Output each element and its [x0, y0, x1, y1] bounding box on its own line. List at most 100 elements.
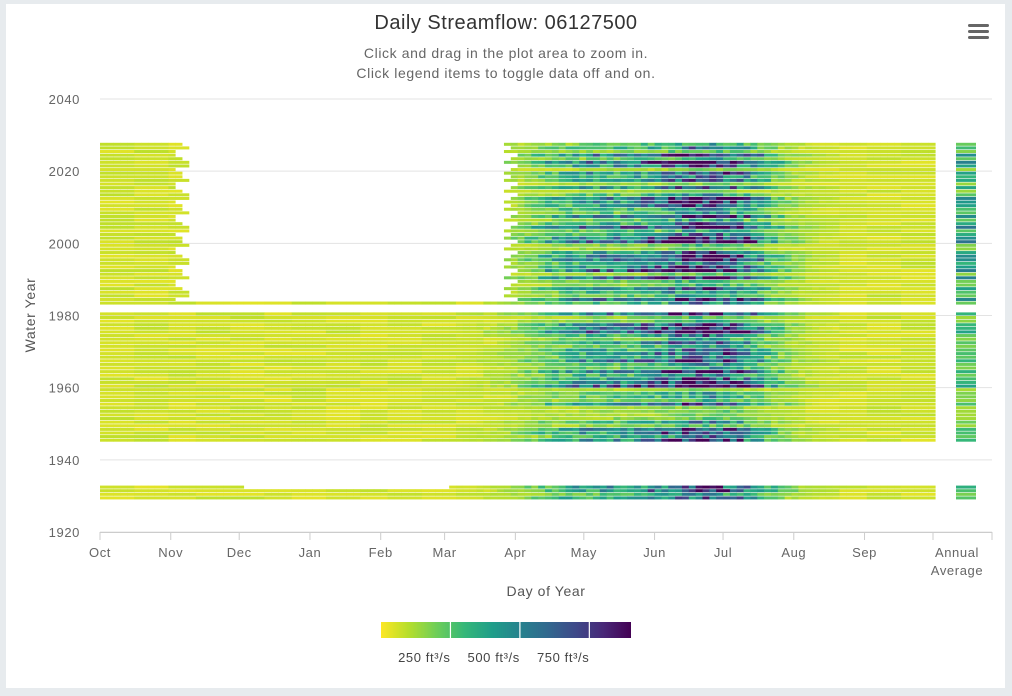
heatmap-cell[interactable]	[490, 391, 498, 395]
heatmap-cell[interactable]	[236, 373, 245, 377]
heatmap-cell[interactable]	[668, 409, 676, 413]
heatmap-cell[interactable]	[750, 435, 758, 439]
heatmap-cell[interactable]	[442, 398, 450, 402]
heatmap-cell[interactable]	[298, 406, 306, 410]
heatmap-cell[interactable]	[230, 424, 238, 428]
heatmap-cell[interactable]	[551, 344, 560, 348]
heatmap-cell[interactable]	[367, 334, 375, 338]
heatmap-cell[interactable]	[729, 337, 738, 341]
heatmap-cell[interactable]	[627, 431, 635, 435]
heatmap-cell[interactable]	[558, 312, 566, 316]
heatmap-cell[interactable]	[723, 344, 731, 348]
heatmap-cell[interactable]	[716, 489, 724, 493]
heatmap-cell[interactable]	[449, 355, 457, 359]
heatmap-cell[interactable]	[839, 348, 847, 352]
heatmap-cell[interactable]	[565, 388, 573, 392]
heatmap-cell[interactable]	[319, 413, 327, 417]
heatmap-cell[interactable]	[298, 424, 306, 428]
heatmap-cell[interactable]	[894, 398, 902, 402]
heatmap-cell[interactable]	[421, 496, 429, 500]
heatmap-cell[interactable]	[182, 406, 190, 410]
heatmap-cell[interactable]	[449, 438, 457, 442]
heatmap-cell[interactable]	[846, 326, 854, 330]
heatmap-cell[interactable]	[907, 413, 916, 417]
heatmap-cell[interactable]	[647, 323, 655, 327]
heatmap-cell[interactable]	[805, 373, 813, 377]
heatmap-cell[interactable]	[901, 496, 909, 500]
heatmap-cell[interactable]	[250, 359, 258, 363]
heatmap-cell[interactable]	[736, 348, 744, 352]
heatmap-cell[interactable]	[681, 398, 690, 402]
heatmap-cell[interactable]	[312, 301, 320, 305]
heatmap-cell[interactable]	[620, 319, 628, 323]
heatmap-cell[interactable]	[729, 344, 738, 348]
heatmap-cell[interactable]	[373, 348, 382, 352]
heatmap-cell[interactable]	[291, 402, 299, 406]
heatmap-cell[interactable]	[757, 380, 765, 384]
heatmap-cell[interactable]	[325, 344, 334, 348]
heatmap-cell[interactable]	[798, 388, 806, 392]
heatmap-cell[interactable]	[928, 406, 936, 410]
heatmap-cell[interactable]	[517, 388, 525, 392]
heatmap-cell[interactable]	[435, 326, 443, 330]
heatmap-cell[interactable]	[907, 362, 916, 366]
heatmap-cell[interactable]	[380, 431, 388, 435]
heatmap-cell[interactable]	[435, 435, 443, 439]
heatmap-cell[interactable]	[770, 380, 779, 384]
heatmap-cell[interactable]	[613, 362, 621, 366]
heatmap-cell[interactable]	[168, 420, 176, 424]
heatmap-cell[interactable]	[538, 330, 546, 334]
heatmap-cell[interactable]	[483, 380, 491, 384]
heatmap-cell[interactable]	[497, 370, 505, 374]
heatmap-cell[interactable]	[408, 319, 416, 323]
heatmap-cell[interactable]	[661, 377, 669, 381]
heatmap-cell[interactable]	[832, 319, 840, 323]
heatmap-cell[interactable]	[154, 417, 162, 421]
heatmap-cell[interactable]	[360, 366, 368, 370]
heatmap-cell[interactable]	[859, 413, 868, 417]
heatmap-cell[interactable]	[476, 496, 484, 500]
heatmap-cell[interactable]	[373, 312, 382, 316]
heatmap-cell[interactable]	[278, 316, 286, 320]
heatmap-cell[interactable]	[106, 348, 114, 352]
heatmap-cell[interactable]	[805, 431, 813, 435]
heatmap-cell[interactable]	[271, 323, 279, 327]
heatmap-cell[interactable]	[592, 438, 601, 442]
heatmap-cell[interactable]	[113, 370, 121, 374]
heatmap-cell[interactable]	[284, 362, 293, 366]
heatmap-cell[interactable]	[373, 388, 382, 392]
heatmap-cell[interactable]	[551, 398, 560, 402]
heatmap-cell[interactable]	[291, 438, 299, 442]
heatmap-cell[interactable]	[387, 301, 395, 305]
heatmap-cell[interactable]	[134, 380, 142, 384]
heatmap-cell[interactable]	[558, 391, 566, 395]
heatmap-cell[interactable]	[764, 348, 772, 352]
heatmap-cell[interactable]	[134, 334, 142, 338]
heatmap-cell[interactable]	[182, 362, 190, 366]
heatmap-cell[interactable]	[332, 388, 340, 392]
heatmap-cell[interactable]	[538, 427, 546, 431]
heatmap-cell[interactable]	[243, 420, 251, 424]
heatmap-cell[interactable]	[887, 496, 895, 500]
heatmap-cell[interactable]	[462, 424, 471, 428]
heatmap-cell[interactable]	[332, 427, 340, 431]
heatmap-cell[interactable]	[360, 341, 368, 345]
heatmap-cell[interactable]	[339, 312, 347, 316]
heatmap-cell[interactable]	[250, 496, 258, 500]
heatmap-cell[interactable]	[147, 391, 156, 395]
heatmap-cell[interactable]	[750, 413, 758, 417]
heatmap-cell[interactable]	[319, 489, 327, 493]
heatmap-cell[interactable]	[182, 352, 190, 356]
heatmap-cell[interactable]	[202, 489, 210, 493]
heatmap-cell[interactable]	[832, 341, 840, 345]
heatmap-cell[interactable]	[216, 391, 224, 395]
heatmap-cell[interactable]	[168, 489, 176, 493]
heatmap-cell[interactable]	[141, 417, 149, 421]
heatmap-cell[interactable]	[394, 435, 402, 439]
heatmap-cell[interactable]	[113, 435, 121, 439]
heatmap-cell[interactable]	[161, 417, 169, 421]
heatmap-cell[interactable]	[846, 435, 854, 439]
heatmap-cell[interactable]	[134, 366, 142, 370]
heatmap-cell[interactable]	[230, 384, 238, 388]
heatmap-cell[interactable]	[367, 402, 375, 406]
